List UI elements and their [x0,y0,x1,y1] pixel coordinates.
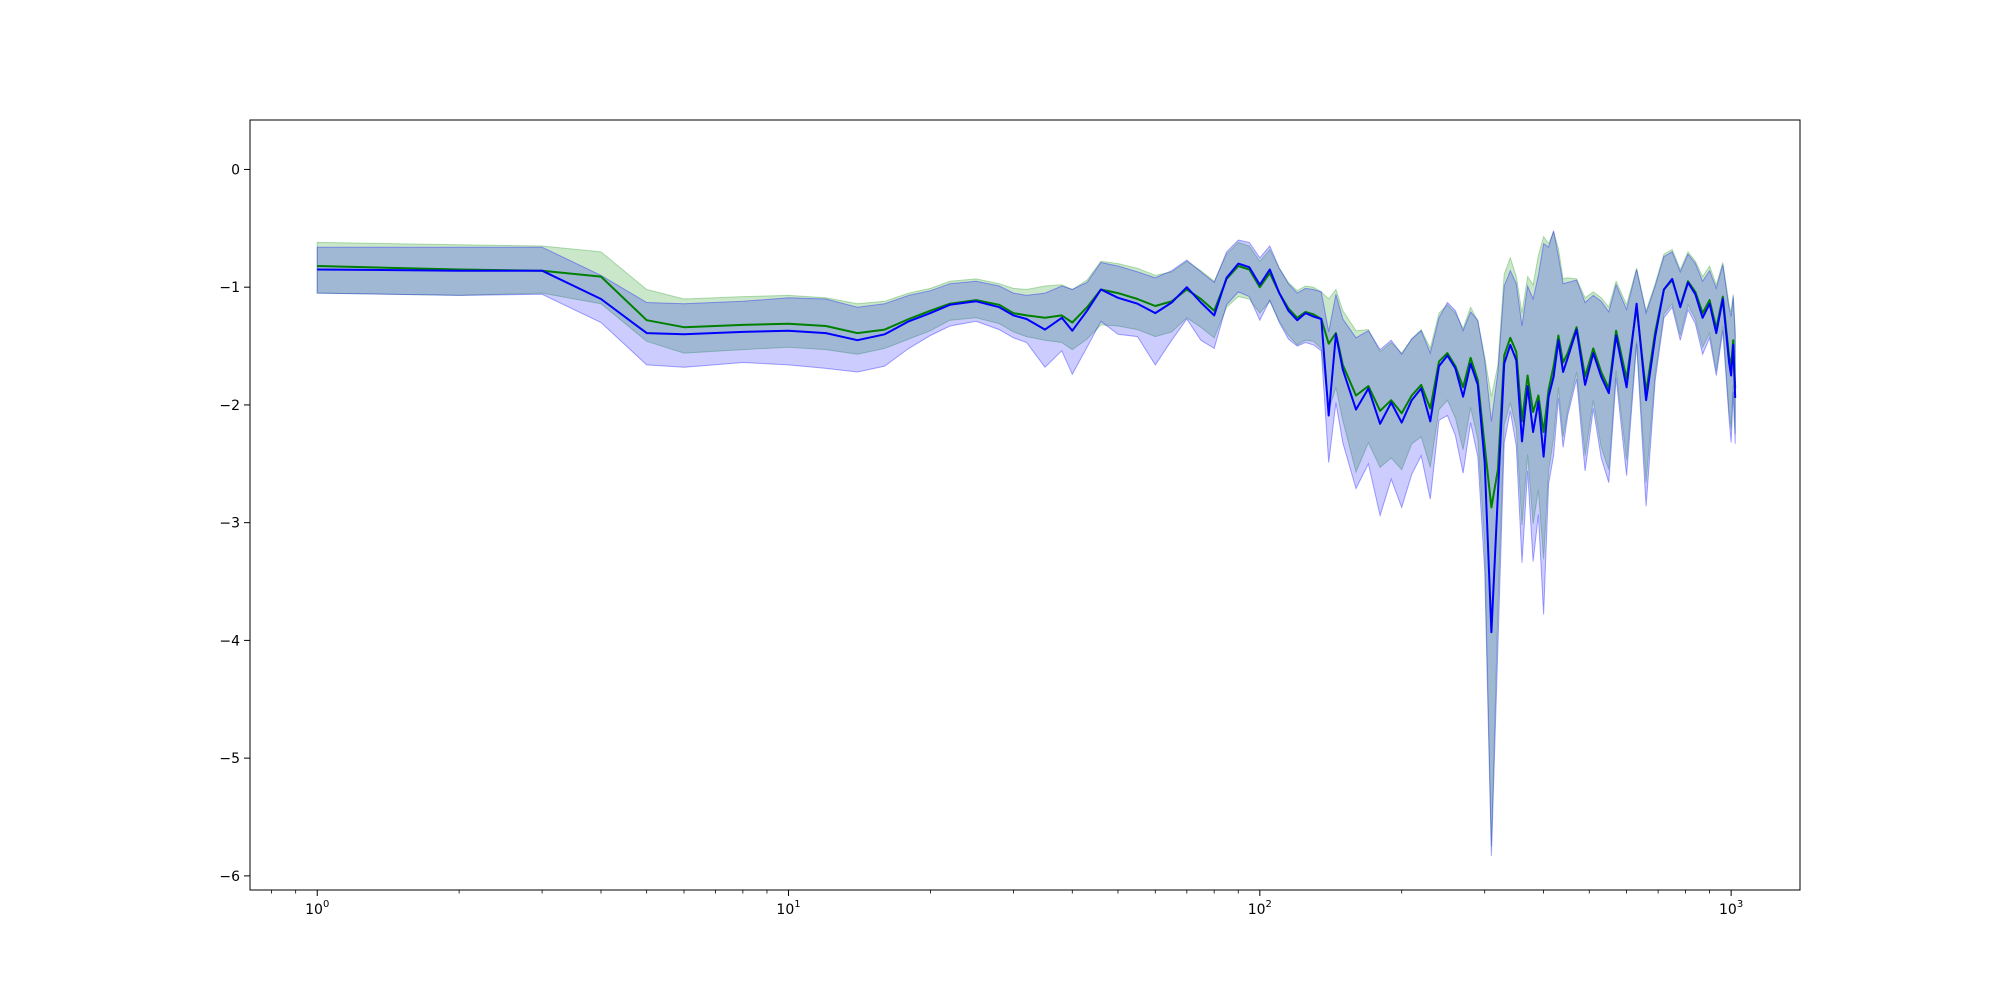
confidence-band-1 [316,230,1736,847]
x-tick-label: 101 [776,899,800,918]
plot-frame [249,119,1801,891]
x-tick-label: 103 [1719,899,1743,918]
confidence-band-2 [316,230,1736,856]
x-tick-label: 100 [305,899,329,918]
y-tick-label: 0 [231,162,240,178]
y-axis: 0 −1 −2 −3 −4 −5 −6 [219,162,250,885]
series-lines [317,262,1737,634]
y-tick-label: −3 [219,516,240,532]
x-tick-label: 102 [1248,899,1272,918]
series-line-2 [317,262,1737,634]
x-axis: 100 101 102 103 [271,890,1743,918]
y-tick-label: −5 [219,751,240,767]
y-tick-label: −1 [219,280,240,296]
y-tick-label: −2 [219,398,240,414]
y-tick-label: −4 [219,633,240,649]
confidence-bands [316,230,1736,856]
y-tick-label: −6 [219,869,240,885]
